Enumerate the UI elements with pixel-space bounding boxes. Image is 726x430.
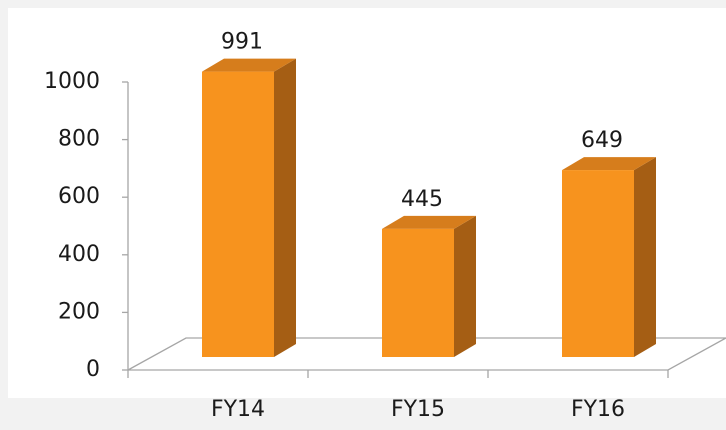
x-tick-label: FY16 bbox=[571, 397, 625, 422]
bar-side bbox=[274, 58, 296, 357]
bar bbox=[382, 215, 476, 357]
value-label: 649 bbox=[581, 128, 623, 153]
bar-top bbox=[382, 215, 476, 229]
y-tick-label: 200 bbox=[58, 299, 100, 324]
bar-front bbox=[382, 228, 454, 357]
bar bbox=[562, 157, 656, 357]
bar-side bbox=[454, 215, 476, 357]
bar-top bbox=[202, 58, 296, 72]
x-tick-label: FY14 bbox=[211, 397, 265, 422]
bar-side bbox=[634, 157, 656, 357]
bar bbox=[202, 58, 296, 357]
y-tick-label: 0 bbox=[86, 357, 100, 382]
y-tick-label: 400 bbox=[58, 242, 100, 267]
bar-front bbox=[562, 170, 634, 357]
y-tick-label: 800 bbox=[58, 127, 100, 152]
value-label: 445 bbox=[401, 187, 443, 212]
x-tick-label: FY15 bbox=[391, 397, 445, 422]
value-label: 991 bbox=[221, 30, 263, 55]
y-tick-label: 600 bbox=[58, 184, 100, 209]
bar-front bbox=[202, 71, 274, 357]
y-tick-label: 1000 bbox=[44, 69, 100, 94]
bar-top bbox=[562, 157, 656, 171]
